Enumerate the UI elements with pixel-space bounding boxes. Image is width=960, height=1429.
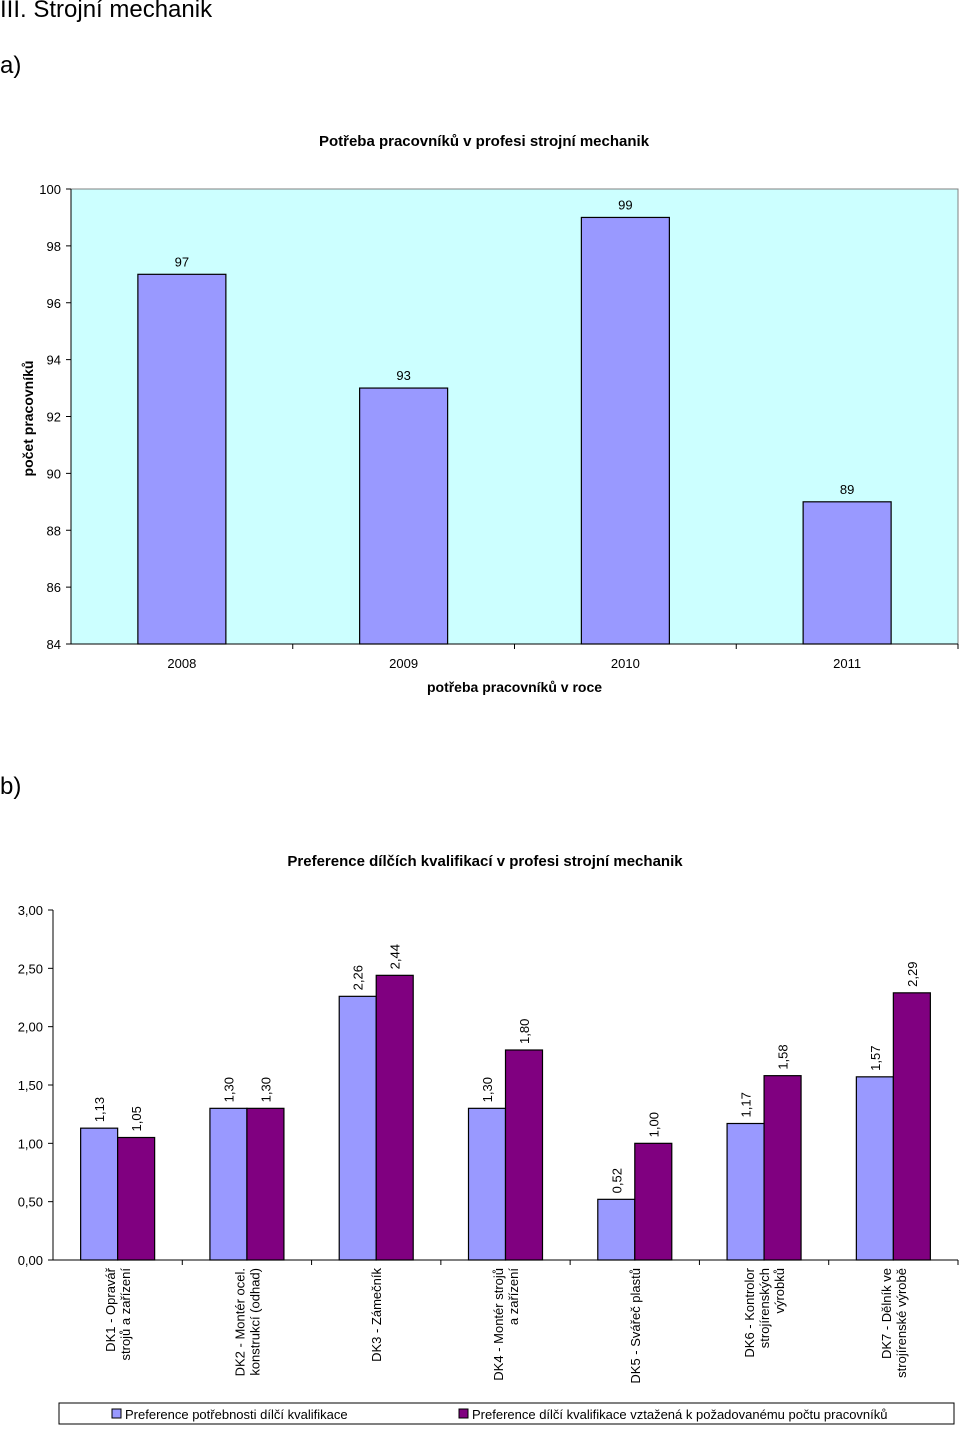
bar — [504, 1049, 544, 1261]
y-tick-label: 88 — [47, 523, 61, 538]
bar — [892, 992, 931, 1261]
y-tick-label: 92 — [47, 410, 61, 425]
x-category-label-line: a zařízení — [506, 1268, 521, 1325]
bar — [726, 1122, 765, 1261]
data-label: 1,05 — [129, 1106, 144, 1131]
x-category-label-line: DK2 - Montér ocel. — [232, 1268, 247, 1376]
y-tick-label: 2,00 — [18, 1020, 43, 1035]
x-tick-label: 2008 — [167, 656, 196, 671]
bar — [763, 1075, 802, 1261]
x-category-label-line: DK7 - Dělník ve — [879, 1268, 894, 1359]
x-category-label-line: strojů a zařízení — [118, 1268, 133, 1361]
bar — [855, 1076, 894, 1261]
x-category-label-line: konstrukcí (odhad) — [247, 1268, 262, 1376]
x-category-label-line: DK4 - Montér strojů — [491, 1268, 506, 1381]
chart-a-title: Potřeba pracovníků v profesi strojní mec… — [319, 133, 650, 150]
x-category-label-line: DK1 - Opravář — [103, 1267, 118, 1351]
data-label: 1,80 — [517, 1019, 532, 1044]
y-tick-label: 90 — [47, 466, 61, 481]
x-category-label: DK5 - Svářeč plastů — [628, 1268, 643, 1384]
bar — [338, 995, 377, 1261]
data-label: 0,52 — [609, 1168, 624, 1193]
legend-swatch — [111, 1408, 122, 1419]
data-label: 99 — [618, 197, 632, 212]
data-label: 89 — [840, 482, 854, 497]
bar — [209, 1107, 248, 1261]
bar — [580, 216, 670, 645]
y-tick-label: 98 — [47, 239, 61, 254]
x-tick-label: 2010 — [611, 656, 640, 671]
data-label: 1,00 — [646, 1112, 661, 1137]
y-tick-label: 0,50 — [18, 1195, 43, 1210]
bar — [634, 1142, 673, 1261]
y-tick-label: 100 — [39, 182, 61, 197]
data-label: 1,58 — [776, 1044, 791, 1069]
bar — [246, 1107, 285, 1261]
x-category-label-line: DK5 - Svářeč plastů — [628, 1268, 643, 1384]
legend-box — [58, 1402, 955, 1425]
x-category-label: DK1 - Opravář strojů a zařízení — [103, 1267, 133, 1360]
y-tick-label: 84 — [47, 637, 61, 652]
data-label: 1,30 — [480, 1077, 495, 1102]
x-category-label-line: DK3 - Zámečník — [369, 1268, 384, 1362]
bar — [80, 1127, 119, 1261]
x-tick-label: 2009 — [389, 656, 418, 671]
legend: Preference potřebnosti dílčí kvalifikace… — [58, 1402, 955, 1425]
x-tick-label: 2011 — [833, 656, 861, 671]
bar — [375, 974, 414, 1261]
x-category-label-line: strojírenských — [757, 1268, 772, 1348]
x-category-label: DK4 - Montér strojů a zařízení — [491, 1268, 521, 1381]
x-category-label-line: DK6 - Kontrolor — [742, 1267, 757, 1357]
x-category-label-line: strojírenské výrobě — [894, 1268, 909, 1378]
x-category-label: DK3 - Zámečník — [369, 1268, 384, 1362]
part-b-label: b) — [0, 773, 22, 800]
y-tick-label: 0,00 — [18, 1253, 43, 1268]
y-tick-label: 2,50 — [18, 961, 43, 976]
bar — [802, 501, 892, 645]
y-tick-label: 94 — [47, 353, 61, 368]
bar — [137, 273, 227, 645]
bar — [359, 387, 449, 645]
chart-b-title: Preference dílčích kvalifikací v profesi… — [287, 853, 683, 870]
data-label: 1,30 — [258, 1077, 273, 1102]
x-category-label: DK7 - Dělník ve strojírenské výrobě — [879, 1268, 909, 1378]
bar — [117, 1136, 156, 1261]
legend-label: Preference dílčí kvalifikace vztažená k … — [472, 1407, 888, 1422]
x-category-label-line: výrobků — [772, 1268, 787, 1314]
section-title: III. Strojní mechanik — [0, 0, 213, 23]
bar — [467, 1107, 507, 1261]
y-tick-label: 3,00 — [18, 903, 43, 918]
data-label: 1,17 — [739, 1092, 754, 1117]
chart-a-x-label: potřeba pracovníků v roce — [427, 679, 602, 695]
data-label: 2,29 — [905, 962, 920, 987]
data-label: 1,57 — [868, 1046, 883, 1071]
y-tick-label: 96 — [47, 296, 61, 311]
legend-label: Preference potřebnosti dílčí kvalifikace — [125, 1407, 348, 1422]
data-label: 93 — [396, 368, 410, 383]
y-tick-label: 1,00 — [18, 1136, 43, 1151]
data-label: 1,30 — [221, 1077, 236, 1102]
part-a-label: a) — [0, 52, 22, 79]
data-label: 2,26 — [351, 965, 366, 990]
data-label: 97 — [175, 254, 189, 269]
bar — [597, 1198, 636, 1261]
y-tick-label: 1,50 — [18, 1078, 43, 1093]
y-tick-label: 86 — [47, 580, 61, 595]
data-label: 1,13 — [92, 1097, 107, 1122]
chart-a-y-label: počet pracovníků — [20, 361, 36, 477]
legend-swatch — [458, 1408, 469, 1419]
x-category-label: DK6 - Kontrolor strojírenských výrobků — [742, 1267, 787, 1357]
data-label: 2,44 — [388, 944, 403, 969]
x-category-label: DK2 - Montér ocel. konstrukcí (odhad) — [232, 1268, 262, 1376]
